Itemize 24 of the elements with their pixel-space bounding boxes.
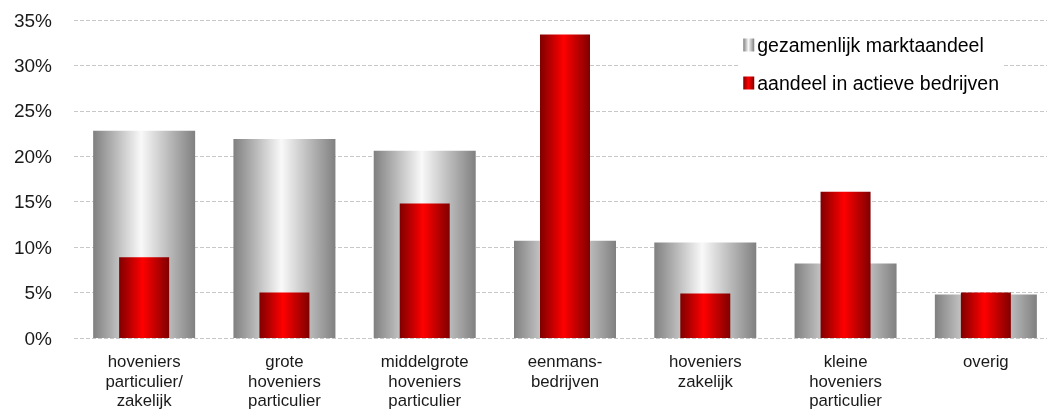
y-tick-label: 35% xyxy=(13,9,53,31)
x-tick-label: eenmans- bedrijven xyxy=(527,352,603,391)
legend-label: gezamenlijk marktaandeel xyxy=(757,34,984,56)
x-tick-label: grote hoveniers particulier xyxy=(248,352,322,411)
y-tick-label: 10% xyxy=(13,236,53,258)
bar xyxy=(259,292,310,338)
y-tick-label: 20% xyxy=(13,145,53,167)
bar xyxy=(960,292,1011,338)
legend-label: aandeel in actieve bedrijven xyxy=(757,72,1000,94)
y-tick-label: 25% xyxy=(13,100,53,122)
y-tick-label: 5% xyxy=(24,282,53,304)
x-tick-label: middelgrote hoveniers particulier xyxy=(380,352,469,411)
x-tick-label: hoveniers particulier/ zakelijk xyxy=(105,352,184,411)
x-tick-label: overig xyxy=(963,352,1009,372)
bar xyxy=(820,191,871,338)
y-tick-label: 30% xyxy=(13,54,53,76)
bar xyxy=(119,257,170,338)
bar xyxy=(680,293,731,338)
x-tick-label: hoveniers zakelijk xyxy=(668,352,742,391)
y-tick-label: 15% xyxy=(13,191,53,213)
y-tick-label: 0% xyxy=(24,327,53,349)
bar xyxy=(540,34,590,338)
bar xyxy=(399,203,450,338)
x-tick-label: kleine hoveniers particulier xyxy=(809,352,883,411)
